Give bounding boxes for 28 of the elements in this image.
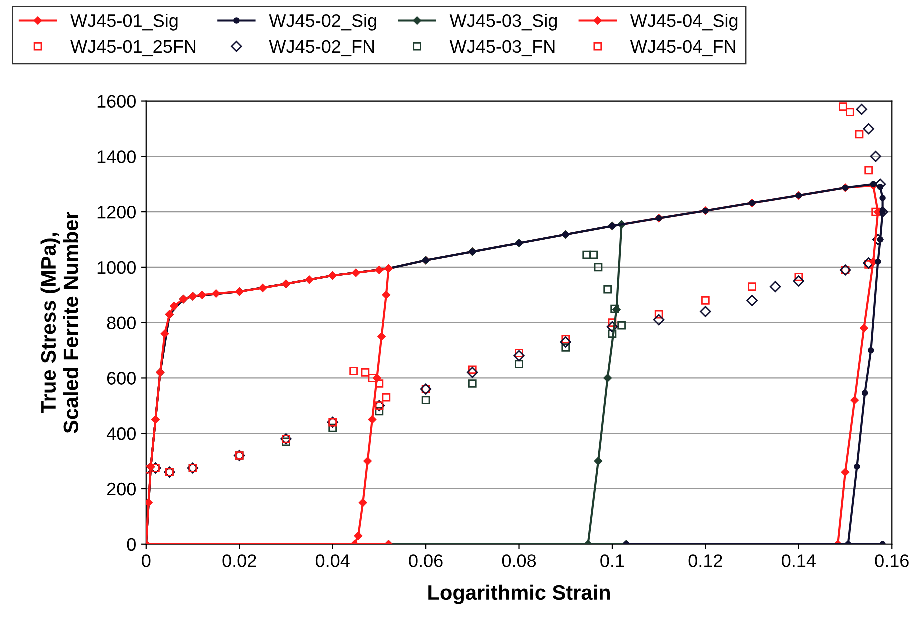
legend-label: WJ45-01_25FN <box>70 40 196 57</box>
y-tick-label: 600 <box>107 372 136 385</box>
legend-label: WJ45-04_Sig <box>630 14 738 31</box>
x-tick-label: 0.06 <box>409 554 443 568</box>
y-tick-label: 200 <box>107 482 136 496</box>
legend-label: WJ45-02_FN <box>269 40 374 57</box>
x-tick-label: 0 <box>142 554 151 568</box>
y-axis-title: True Stress (MPa), Scaled Ferrite Number <box>40 212 79 434</box>
y-tick-label: 0 <box>127 538 136 552</box>
x-tick-label: 0.1 <box>600 554 624 568</box>
y-tick-label: 1400 <box>98 150 136 164</box>
x-tick-label: 0.14 <box>782 554 816 568</box>
x-axis-title: Logarithmic Strain <box>428 584 610 604</box>
legend-label: WJ45-03_FN <box>450 40 555 57</box>
x-tick-label: 0.16 <box>875 554 909 568</box>
y-tick-label: 1000 <box>98 261 136 274</box>
x-tick-label: 0.12 <box>688 554 722 568</box>
y-tick-label: 800 <box>107 316 136 330</box>
y-tick-label: 1600 <box>98 95 136 108</box>
y-tick-label: 1200 <box>98 206 136 219</box>
legend-label: WJ45-03_Sig <box>450 14 558 31</box>
y-tick-label: 400 <box>106 428 136 440</box>
x-tick-label: 0.08 <box>502 554 536 568</box>
x-tick-label: 0.04 <box>316 554 350 568</box>
legend-label: WJ45-02_Sig <box>269 14 376 31</box>
legend-label: WJ45-01_Sig <box>70 14 178 31</box>
x-tick-label: 0.02 <box>222 554 256 568</box>
legend-label: WJ45-04_FN <box>630 40 736 57</box>
